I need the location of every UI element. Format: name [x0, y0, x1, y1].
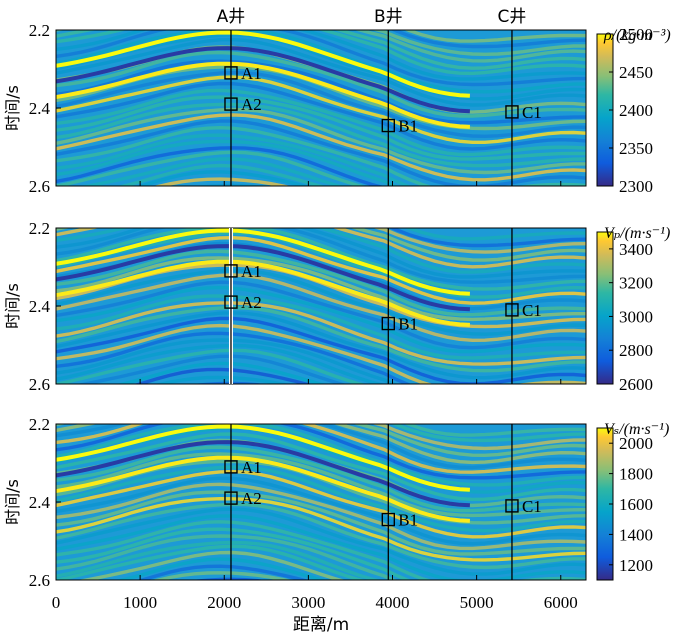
colorbar-tick-label: 1600	[619, 495, 653, 514]
y-tick-label: 2.6	[29, 375, 50, 394]
horizon-band	[56, 455, 470, 523]
x-tick-label: 3000	[291, 593, 325, 612]
well-marker-label: A2	[241, 95, 262, 114]
heatmap-image	[56, 424, 586, 580]
well-marker-label: A1	[241, 458, 262, 477]
y-tick-label: 2.4	[29, 297, 51, 316]
well-marker	[224, 491, 238, 505]
x-tick-label: 2000	[207, 593, 241, 612]
horizon-band	[56, 46, 470, 114]
colorbar-tick-label: 2350	[619, 139, 653, 158]
y-tick-label: 2.6	[29, 177, 50, 196]
well-marker-label: C1	[522, 497, 542, 516]
well-marker	[381, 512, 396, 527]
well-name: A井	[217, 7, 246, 27]
well-marker-label: C1	[522, 103, 542, 122]
panel-vp: 2.2 2.4 2.6 时间/s A1 A2 B1 C1	[3, 219, 587, 394]
well-marker-label: A2	[241, 489, 262, 508]
y-axis-label: 时间/s	[3, 479, 22, 525]
horizon-band	[56, 440, 470, 508]
y-tick-label: 2.6	[29, 571, 50, 590]
colorbar-tick-label: 2300	[619, 177, 653, 196]
colorbar-tick-label: 3200	[619, 274, 653, 293]
colorbar-tick-label: 2600	[619, 375, 653, 394]
colorbar-tick-label: 1200	[619, 556, 653, 575]
well-marker	[381, 118, 396, 133]
well-name: B井	[374, 7, 403, 27]
heatmap-image	[56, 30, 586, 186]
horizon-band	[56, 424, 470, 492]
x-tick-label: 0	[52, 593, 61, 612]
well-marker	[224, 460, 238, 474]
horizon-band	[56, 259, 470, 327]
heatmap-image	[56, 228, 586, 384]
well-marker	[505, 105, 519, 119]
x-tick-label: 6000	[544, 593, 578, 612]
well-marker	[224, 97, 238, 111]
x-tick-label: 5000	[460, 593, 494, 612]
colorbar-tick-label: 2000	[619, 434, 653, 453]
well-marker-label: A1	[241, 262, 262, 281]
well-marker	[505, 303, 519, 317]
colorbar-gradient	[596, 231, 614, 385]
well-marker	[224, 264, 238, 278]
well-marker-label: B1	[398, 315, 418, 334]
y-tick-label: 2.2	[29, 219, 50, 238]
well-marker-label: B1	[398, 511, 418, 530]
colorbar-label: Vₛ/(m·s⁻¹)	[604, 421, 669, 438]
y-axis-label: 时间/s	[3, 283, 22, 329]
colorbar-tick-label: 3400	[619, 240, 653, 259]
well-marker	[505, 499, 519, 513]
well-marker-label: B1	[398, 117, 418, 136]
x-tick-label: 1000	[123, 593, 157, 612]
well-marker-label: C1	[522, 301, 542, 320]
panel-vs: 2.2 2.4 2.6 时间/s A1 A2 B1 C1	[3, 415, 587, 590]
y-tick-label: 2.4	[29, 99, 51, 118]
well-marker	[381, 316, 396, 331]
y-tick-label: 2.2	[29, 21, 50, 40]
horizon-band	[56, 244, 470, 312]
horizon-band	[56, 30, 470, 98]
well-marker	[224, 295, 238, 309]
colorbar-tick-label: 3000	[619, 307, 653, 326]
well-marker	[224, 66, 238, 80]
horizon-band	[56, 61, 470, 129]
colorbar-tick-label: 2400	[619, 101, 653, 120]
colorbar-label: Vₚ/(m·s⁻¹)	[604, 225, 670, 242]
colorbar-tick-label: 2500	[619, 25, 653, 44]
x-axis-label: 距离/m	[293, 615, 349, 635]
horizon-band	[56, 228, 470, 296]
well-marker-label: A2	[241, 293, 262, 312]
colorbar-tick-label: 2450	[619, 63, 653, 82]
colorbar-label: ρ/(kg·m⁻³)	[603, 27, 671, 44]
x-tick-label: 4000	[376, 593, 410, 612]
y-axis-label: 时间/s	[3, 85, 22, 131]
y-tick-label: 2.4	[29, 493, 51, 512]
panel-rho: 2.2 2.4 2.6 时间/s A1 A2 B1 C1	[3, 21, 587, 196]
well-name: C井	[498, 7, 527, 27]
well-marker-label: A1	[241, 64, 262, 83]
y-tick-label: 2.2	[29, 415, 50, 434]
colorbar-tick-label: 1800	[619, 465, 653, 484]
colorbar-tick-label: 1400	[619, 525, 653, 544]
colorbar-tick-label: 2800	[619, 341, 653, 360]
